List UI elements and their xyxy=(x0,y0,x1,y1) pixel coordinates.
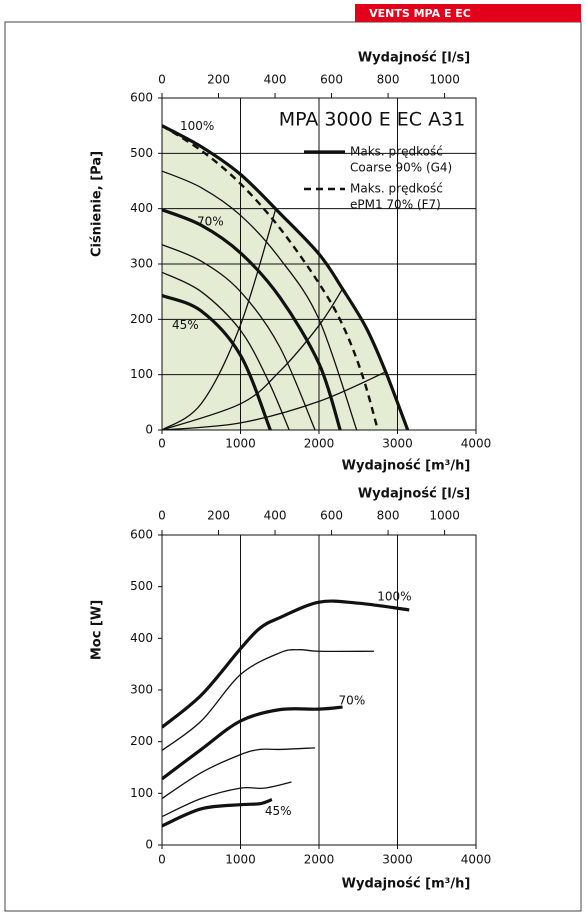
x-tick-label: 3000 xyxy=(382,437,413,451)
y-tick-label: 400 xyxy=(130,201,153,215)
curve xyxy=(162,124,380,430)
curve xyxy=(162,781,292,818)
x-tick-label: 4000 xyxy=(461,437,492,451)
x-tick-label: 1000 xyxy=(225,853,256,867)
curve xyxy=(162,271,290,430)
x2-tick-label: 1000 xyxy=(429,73,460,87)
x2-tick-label: 600 xyxy=(320,73,343,87)
badge: VENTS MPA E EC xyxy=(369,7,471,20)
curve xyxy=(162,371,386,430)
y-tick-label: 400 xyxy=(130,631,153,645)
x2-tick-label: 1000 xyxy=(429,509,460,523)
x2-tick-label: 400 xyxy=(264,73,287,87)
curve xyxy=(162,170,358,430)
y-tick-label: 300 xyxy=(130,257,153,271)
y-tick-label: 600 xyxy=(130,91,153,105)
x2-tick-label: 600 xyxy=(320,509,343,523)
x2-tick-label: 200 xyxy=(207,73,230,87)
curve-label: 70% xyxy=(339,694,366,708)
x-axis-label: Wydajność [m³/h] xyxy=(342,877,471,892)
x2-tick-label: 800 xyxy=(377,509,400,523)
x2-tick-label: 400 xyxy=(264,509,287,523)
curve-label: 45% xyxy=(172,318,199,332)
curve-label: 45% xyxy=(265,804,292,818)
x-tick-label: 0 xyxy=(158,437,166,451)
curve xyxy=(162,288,344,430)
curve xyxy=(162,705,343,781)
y-tick-label: 500 xyxy=(130,146,153,160)
badge-box xyxy=(355,4,581,22)
y-tick-label: 200 xyxy=(130,312,153,326)
curve xyxy=(162,124,410,430)
y-tick-label: 0 xyxy=(145,838,153,852)
y-tick-label: 100 xyxy=(130,367,153,381)
legend-text: Coarse 90% (G4) xyxy=(350,161,452,175)
x-tick-label: 3000 xyxy=(382,853,413,867)
curve xyxy=(162,747,316,800)
x2-axis-label: Wydajność [l/s] xyxy=(358,51,470,66)
y-tick-label: 600 xyxy=(130,528,153,542)
curve-label: 100% xyxy=(377,589,411,603)
x2-tick-label: 200 xyxy=(207,509,230,523)
curve xyxy=(162,649,374,751)
y-axis-label: Ciśnienie, [Pa] xyxy=(90,151,105,257)
curve-label: 100% xyxy=(180,119,214,133)
x-tick-label: 2000 xyxy=(304,437,335,451)
y-tick-label: 300 xyxy=(130,683,153,697)
x2-axis-label: Wydajność [l/s] xyxy=(358,487,470,502)
y-tick-label: 200 xyxy=(130,734,153,748)
curve xyxy=(162,599,410,729)
y-tick-label: 0 xyxy=(145,423,153,437)
frame xyxy=(4,21,582,912)
x-tick-label: 4000 xyxy=(461,853,492,867)
curve xyxy=(162,208,277,430)
legend-text: ePM1 70% (F7) xyxy=(350,198,441,212)
legend-text: Maks. prędkość xyxy=(350,145,443,159)
x-tick-label: 0 xyxy=(158,853,166,867)
chart-title: MPA 3000 E EC A31 xyxy=(279,109,466,131)
legend-text: Maks. prędkość xyxy=(350,182,443,196)
x2-tick-label: 800 xyxy=(377,73,400,87)
x2-tick-label: 0 xyxy=(158,73,166,87)
x2-tick-label: 0 xyxy=(158,509,166,523)
x-tick-label: 2000 xyxy=(304,853,335,867)
curve xyxy=(162,244,316,430)
curve-label: 70% xyxy=(197,214,224,228)
x-axis-label: Wydajność [m³/h] xyxy=(342,459,471,474)
x-tick-label: 1000 xyxy=(225,437,256,451)
y-tick-label: 100 xyxy=(130,786,153,800)
y-axis-label: Moc [W] xyxy=(90,600,105,660)
curve xyxy=(162,208,342,430)
y-tick-label: 500 xyxy=(130,579,153,593)
curve xyxy=(162,294,272,430)
curve xyxy=(162,798,273,828)
